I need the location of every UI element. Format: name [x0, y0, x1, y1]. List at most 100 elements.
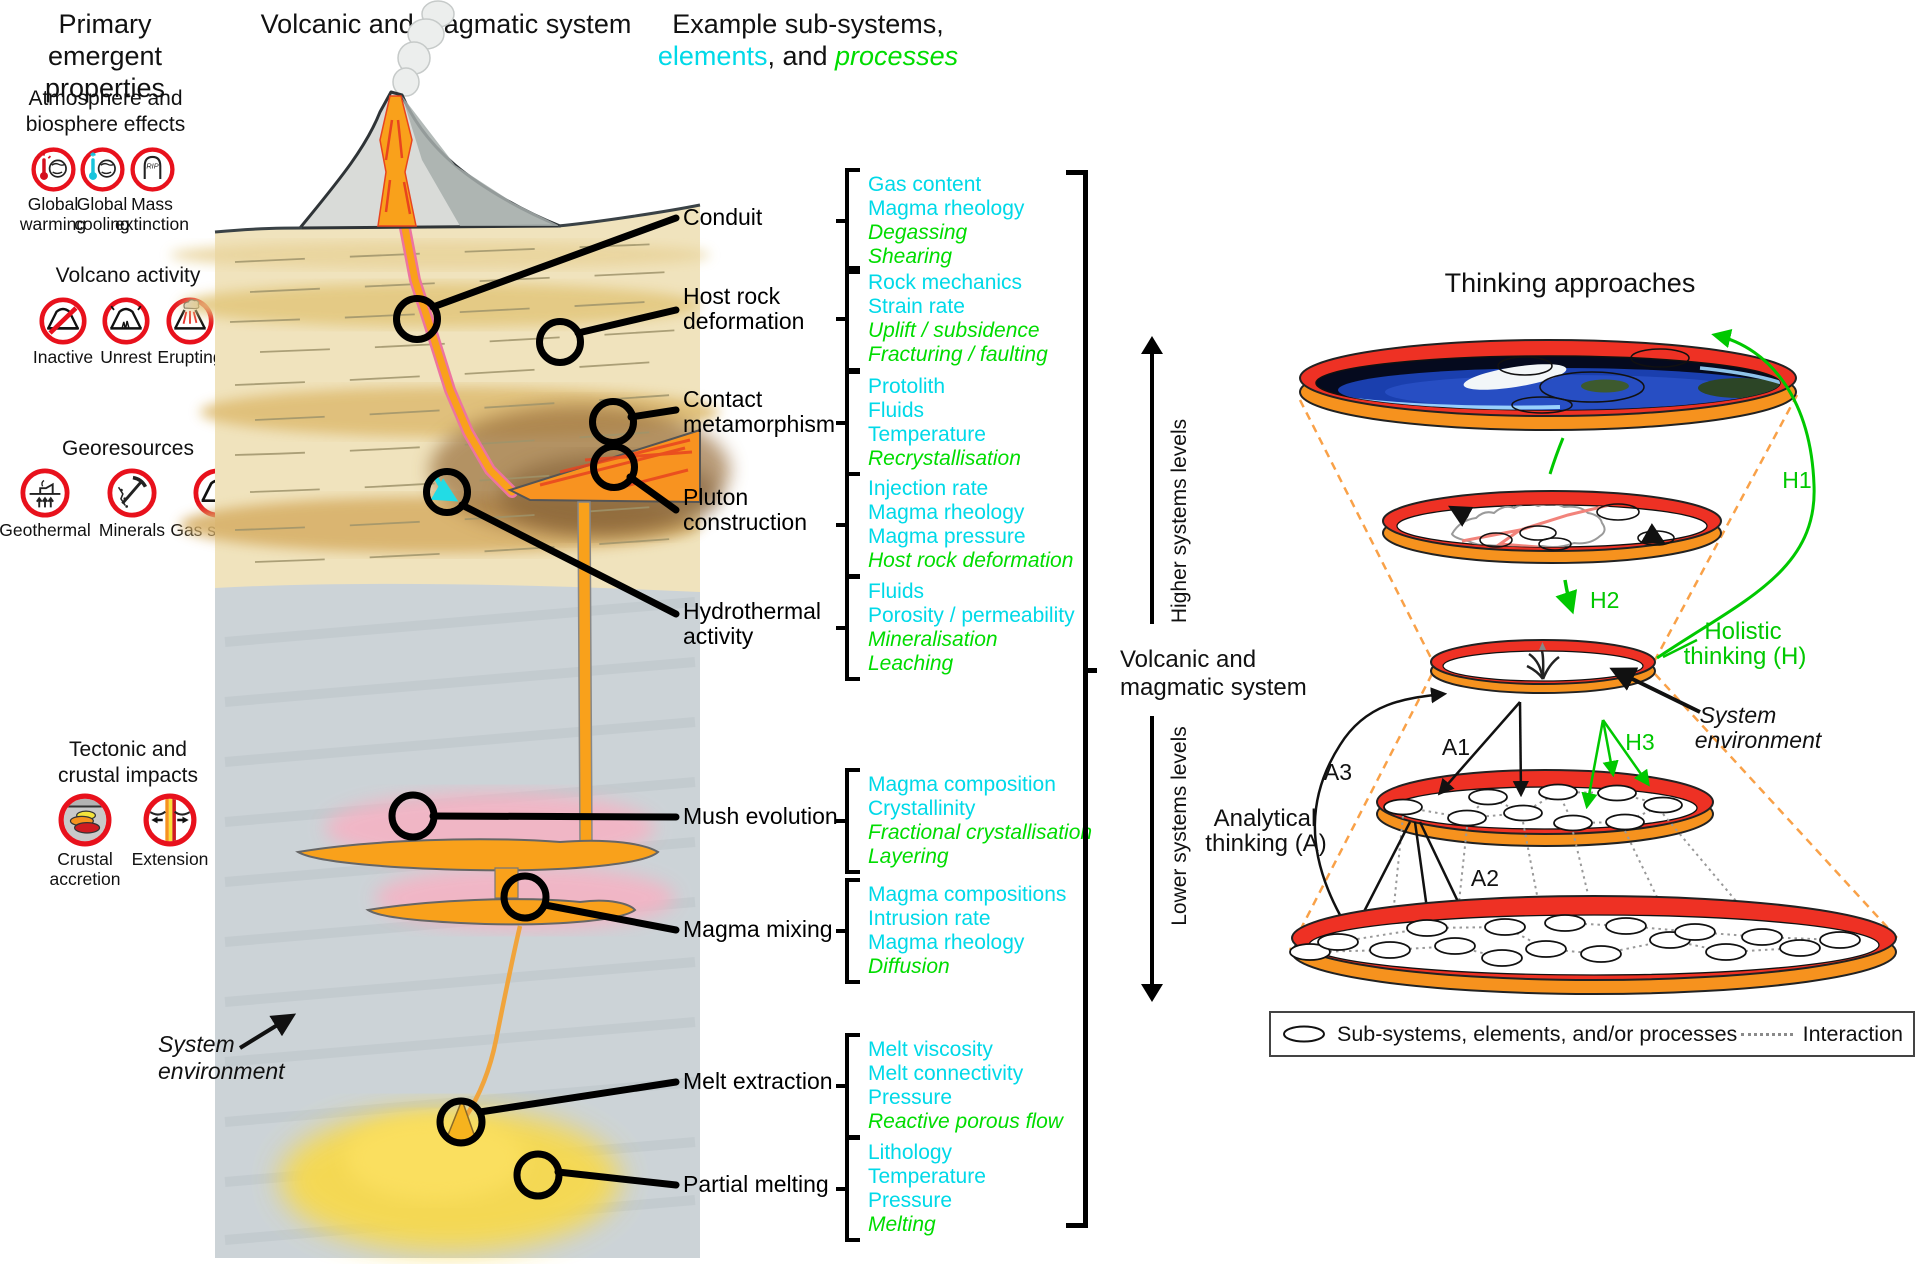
list-item: Gas content — [868, 173, 982, 196]
crustal-accretion-icon — [58, 793, 112, 847]
subsystem-ovals — [1289, 914, 1861, 967]
subsystem-label-conduit: Conduit — [683, 204, 763, 230]
list-item: Degassing — [868, 221, 968, 244]
group-title-georesources: Georesources — [30, 436, 226, 462]
plate-motion-arrow — [1448, 505, 1474, 527]
list-item: Shearing — [868, 245, 953, 268]
marker-circle-partial-melting — [513, 1150, 563, 1200]
h3-label: H3 — [1625, 729, 1654, 755]
icon-label: Erupting — [157, 347, 223, 367]
list-item: Fluids — [868, 580, 925, 603]
list-item: Strain rate — [868, 295, 965, 318]
disk-subsystems-lower — [1289, 895, 1897, 995]
emergent-item-crustal-accretion: Crustal accretion — [37, 793, 133, 889]
holistic-tie-line — [1662, 638, 1698, 659]
marker-circle-pluton — [590, 443, 638, 491]
plate-motion-arrow — [1640, 523, 1666, 545]
leader-pluton — [626, 473, 680, 514]
h2-arrow — [1555, 579, 1578, 615]
list-item: Pressure — [868, 1189, 953, 1212]
feeder-dike — [577, 501, 593, 846]
global-cooling-icon — [79, 147, 125, 192]
list-item: Melting — [868, 1213, 936, 1236]
group-title-line: Volcano activity — [55, 264, 201, 287]
subsystem-list-partial-melting: Lithology Temperature Pressure Melting — [836, 1136, 986, 1242]
leader-mush — [429, 812, 680, 821]
list-item: Rock mechanics — [868, 271, 1023, 294]
mass-extinction-icon: RIP — [129, 147, 175, 192]
header-elements-word: elements — [657, 41, 768, 71]
subsystem-list-conduit: Gas content Magma rheology Degassing She… — [836, 168, 1024, 274]
group-title-line: Tectonic and — [69, 738, 187, 761]
system-environment-left: System environment — [158, 1013, 297, 1084]
disk-subsystems-upper — [1376, 769, 1714, 847]
list-item: Layering — [868, 845, 949, 868]
h2-label: H2 — [1590, 587, 1619, 613]
melt-extraction-dike — [463, 925, 523, 1120]
header-line: Primary emergent — [47, 9, 163, 71]
higher-levels-arrowhead — [1141, 336, 1163, 354]
leader-melt-extraction — [476, 1078, 680, 1116]
scale-cone-dashes — [1288, 394, 1900, 951]
analytical-label: Analytical — [1214, 805, 1317, 832]
subsystem-ovals — [1383, 783, 1683, 832]
subsystem-label-mixing: Magma mixing — [683, 916, 833, 942]
icon-label: Extension — [131, 849, 209, 869]
system-environment-arrow — [1609, 667, 1701, 714]
emergent-item-inactive: Inactive — [15, 297, 111, 367]
emergent-item-mass-extinction: RIP Mass extinction — [104, 147, 200, 234]
legend: Sub-systems, elements, and/or processes … — [1269, 1011, 1915, 1057]
system-environment-label: System — [158, 1031, 235, 1057]
holistic-connector — [1548, 437, 1565, 475]
list-item: Temperature — [868, 1165, 986, 1188]
list-item: Recrystallisation — [868, 447, 1021, 470]
holistic-label: Holistic — [1704, 618, 1781, 645]
group-title-atmosphere: Atmosphere and biosphere effects — [8, 86, 203, 138]
subsystem-list-contact: Protolith Fluids Temperature Recrystalli… — [836, 370, 1021, 476]
list-item: Leaching — [868, 652, 954, 675]
marker-circle-host-rock — [536, 318, 584, 366]
emergent-item-minerals: Minerals — [84, 468, 180, 540]
emergent-item-unrest: Unrest — [78, 297, 174, 367]
list-item: Pressure — [868, 1086, 953, 1109]
group-title-line: Atmosphere and — [28, 87, 183, 110]
emergent-item-global-warming: Global warming — [5, 147, 101, 234]
a3-arrow — [1313, 687, 1448, 916]
list-item: Protolith — [868, 375, 946, 398]
interaction-line-icon — [1740, 1032, 1793, 1036]
system-environment-right-label: System — [1700, 702, 1777, 728]
volcano-inactive-icon — [39, 297, 87, 345]
legend-subsystems-label: Sub-systems, elements, and/or processes — [1337, 1021, 1738, 1046]
icon-label: Inactive — [32, 347, 94, 367]
subsystem-oval-icon — [1283, 1025, 1325, 1043]
list-item: Fractional crystallisation — [868, 821, 1093, 844]
list-item: Magma composition — [868, 773, 1056, 796]
magma-plumbing — [295, 222, 701, 1141]
system-environment-label: environment — [158, 1058, 286, 1084]
h1-label: H1 — [1782, 467, 1811, 493]
marker-circle-mush — [388, 791, 438, 841]
subsystem-label-host-rock: Host rock deformation — [683, 283, 805, 334]
list-item: Melt viscosity — [868, 1038, 993, 1061]
icon-label: Minerals — [98, 520, 166, 540]
list-item: Intrusion rate — [868, 907, 991, 930]
ground-surface — [214, 203, 701, 234]
icon-label: Global cooling — [74, 194, 130, 234]
volcano-unrest-icon — [102, 297, 150, 345]
list-item: Magma rheology — [868, 931, 1025, 954]
disk-system — [1430, 639, 1656, 694]
list-item: Magma compositions — [868, 883, 1067, 906]
thinking-title: Thinking approaches — [1445, 268, 1696, 298]
subsystem-label-partial-melting: Partial melting — [683, 1171, 829, 1197]
higher-levels-label: Higher systems levels — [1168, 418, 1191, 624]
list-item: Uplift / subsidence — [868, 319, 1040, 342]
list-item: Porosity / permeability — [868, 604, 1075, 627]
minerals-icon — [107, 468, 157, 518]
geothermal-icon — [20, 468, 70, 518]
system-bracket-label: Volcanic and magmatic system — [1120, 646, 1307, 701]
marker-circle-mixing — [500, 872, 550, 922]
group-title-volcano-activity: Volcano activity — [30, 263, 226, 289]
emergent-item-extension: Extension — [122, 793, 218, 869]
a2-label: A2 — [1471, 865, 1499, 891]
